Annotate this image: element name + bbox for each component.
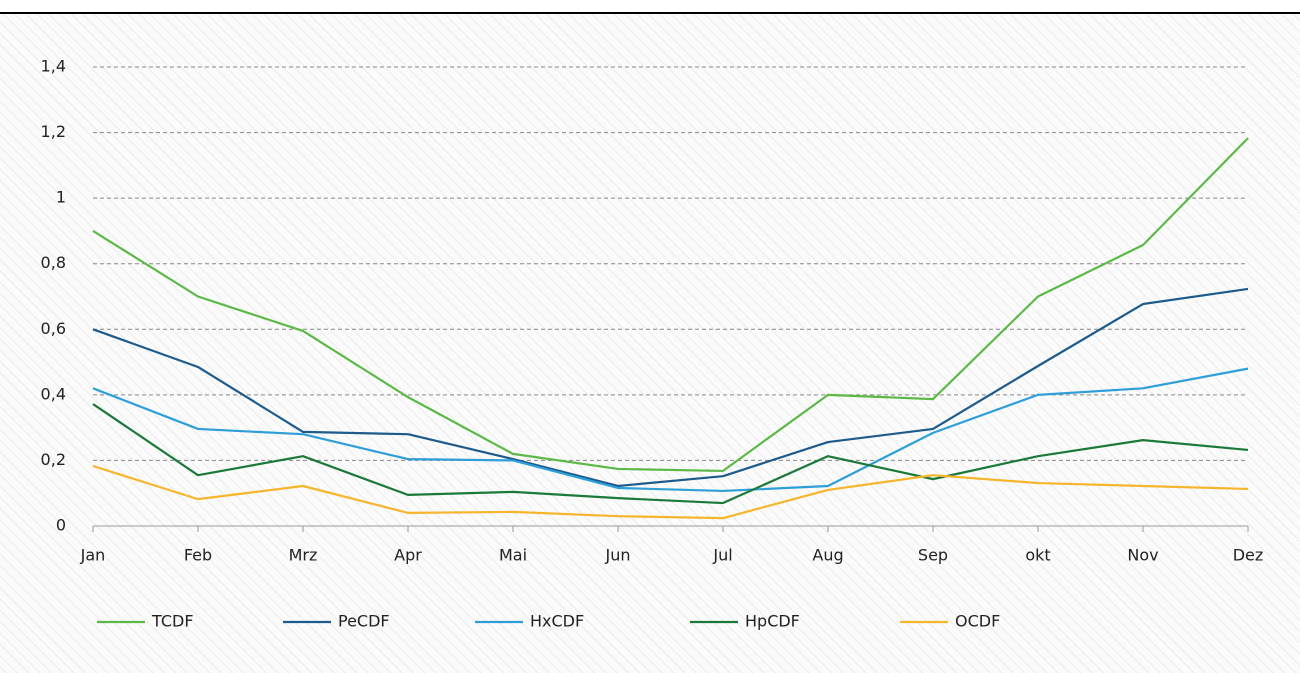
x-tick-label: Mai [499,546,527,565]
x-tick-label: Mrz [289,546,318,565]
y-tick-label: 0 [56,516,66,535]
legend-label: TCDF [151,612,194,631]
x-tick-label: Dez [1233,546,1264,565]
y-tick-label: 0,6 [41,319,66,338]
x-tick-label: Feb [184,546,212,565]
series-line [92,464,1249,520]
y-tick-label: 0,4 [41,384,66,403]
x-tick-label: Jul [712,546,732,565]
y-tick-label: 1,4 [41,57,66,76]
y-tick-label: 0,2 [41,450,66,469]
x-tick-label: Jun [605,546,631,565]
x-tick-label: Aug [812,546,843,565]
legend-label: PeCDF [338,612,390,631]
legend-label: HxCDF [530,612,584,631]
series-line [92,367,1249,493]
legend-label: OCDF [955,612,1000,631]
y-tick-label: 0,8 [41,253,66,272]
x-tick-label: Sep [918,546,948,565]
background [0,14,1300,673]
series-line [92,403,1249,505]
series-line [92,287,1249,488]
y-tick-label: 1,2 [41,122,66,141]
x-tick-label: Nov [1127,546,1158,565]
x-tick-label: okt [1025,546,1050,565]
legend-label: HpCDF [745,612,800,631]
series-line [92,137,1249,473]
x-tick-label: Jan [80,546,106,565]
y-tick-label: 1 [56,188,66,207]
x-tick-label: Apr [394,546,422,565]
